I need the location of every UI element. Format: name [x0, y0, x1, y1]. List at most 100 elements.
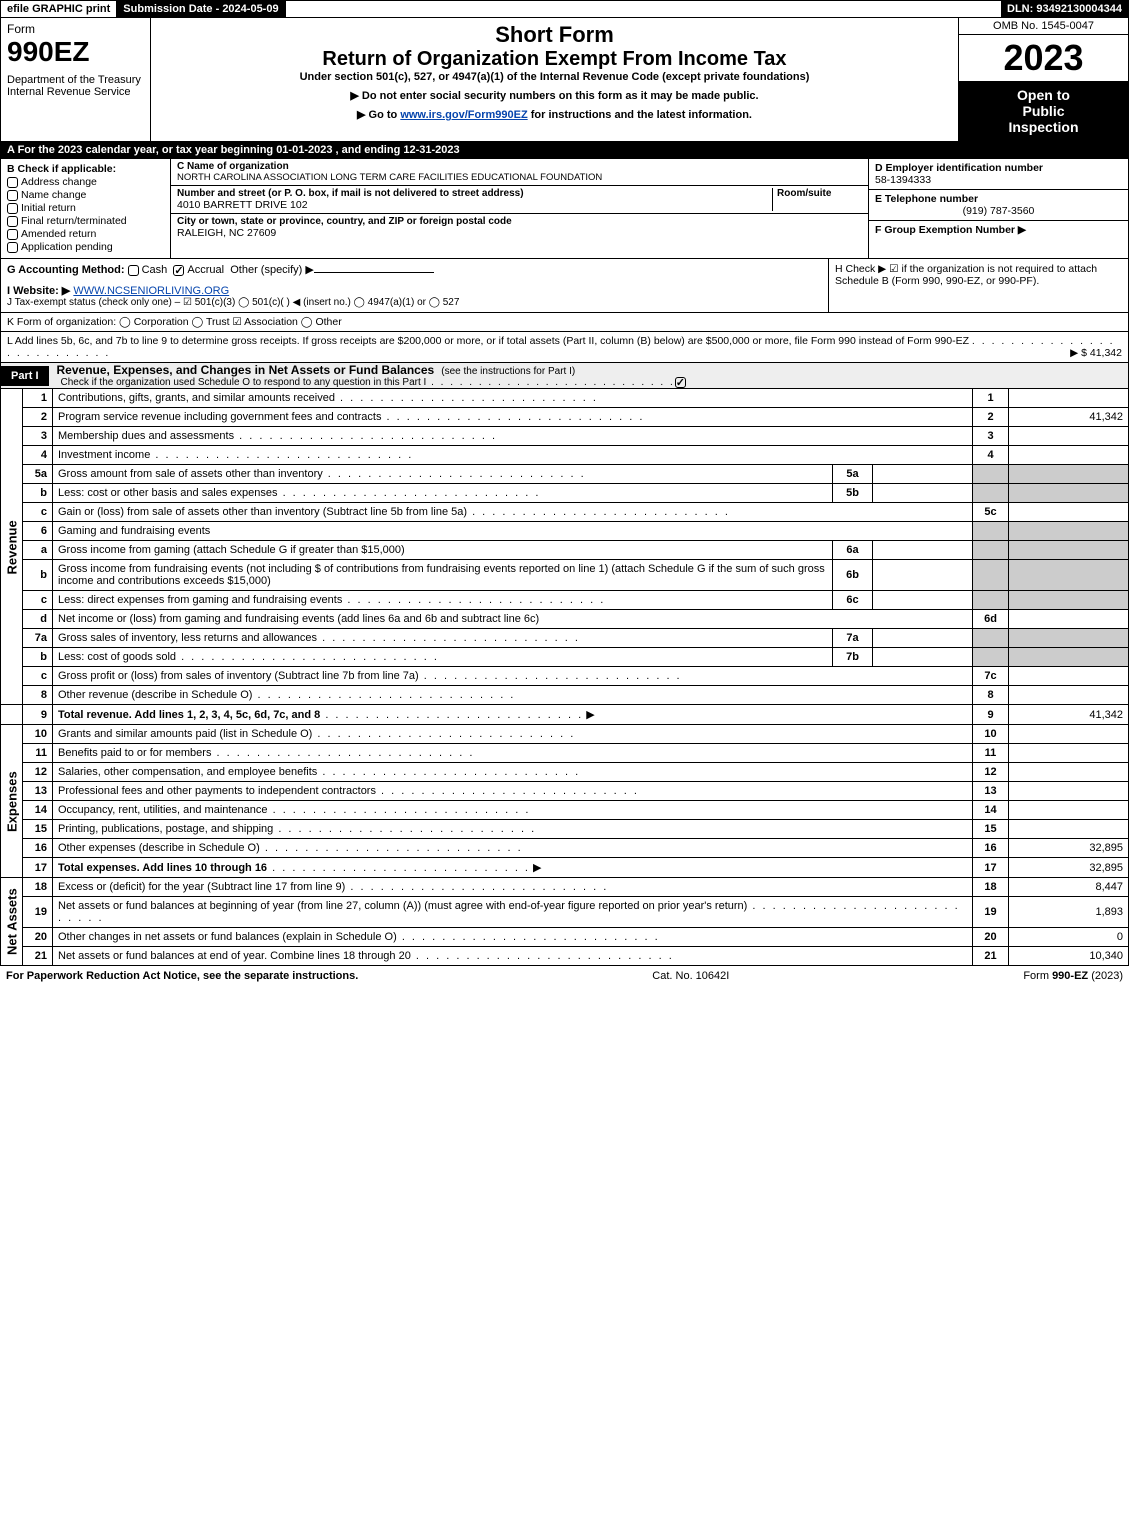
line-9-desc: Total revenue. Add lines 1, 2, 3, 4, 5c,…: [58, 709, 320, 721]
goto-link-line: ▶ Go to www.irs.gov/Form990EZ for instru…: [157, 108, 952, 121]
form-title: Return of Organization Exempt From Incom…: [157, 48, 952, 71]
line-11-desc: Benefits paid to or for members: [58, 747, 211, 759]
line-13-desc: Professional fees and other payments to …: [58, 785, 376, 797]
chk-address-change[interactable]: [7, 177, 18, 188]
dln: DLN: 93492130004344: [1001, 1, 1128, 17]
cat-no: Cat. No. 10642I: [358, 970, 1023, 982]
form-word: Form: [7, 22, 144, 36]
netassets-section-label: Net Assets: [1, 878, 23, 966]
line-19-amt: 1,893: [1009, 897, 1129, 928]
row-a-period: A For the 2023 calendar year, or tax yea…: [0, 142, 1129, 159]
line-2-num: 2: [23, 408, 53, 427]
line-10-desc: Grants and similar amounts paid (list in…: [58, 728, 312, 740]
chk-application-pending[interactable]: [7, 242, 18, 253]
part1-header: Part I Revenue, Expenses, and Changes in…: [0, 363, 1129, 389]
row-h: H Check ▶ ☑ if the organization is not r…: [828, 259, 1128, 312]
form-subtitle: Under section 501(c), 527, or 4947(a)(1)…: [157, 71, 952, 83]
phone-label: E Telephone number: [875, 193, 1122, 205]
line-5c-desc: Gain or (loss) from sale of assets other…: [58, 506, 467, 518]
line-8-desc: Other revenue (describe in Schedule O): [58, 689, 252, 701]
accounting-method-label: G Accounting Method:: [7, 264, 125, 276]
line-1-box: 1: [973, 389, 1009, 408]
expenses-section-label: Expenses: [1, 725, 23, 878]
ein-label: D Employer identification number: [875, 162, 1122, 174]
revenue-section-label: Revenue: [1, 389, 23, 705]
irs-link[interactable]: www.irs.gov/Form990EZ: [400, 109, 527, 121]
chk-final-return[interactable]: [7, 216, 18, 227]
line-7c-desc: Gross profit or (loss) from sales of inv…: [58, 670, 419, 682]
addr-label: Number and street (or P. O. box, if mail…: [177, 188, 772, 199]
part1-tag: Part I: [1, 366, 49, 386]
form-id-block: Form 990EZ Department of the Treasury In…: [1, 18, 151, 141]
part1-table: Revenue 1 Contributions, gifts, grants, …: [0, 389, 1129, 966]
form-header: Form 990EZ Department of the Treasury In…: [0, 18, 1129, 142]
short-form-label: Short Form: [157, 22, 952, 48]
line-1-amt: [1009, 389, 1129, 408]
room-label: Room/suite: [777, 188, 862, 199]
dept-treasury: Department of the Treasury: [7, 74, 144, 86]
paperwork-notice: For Paperwork Reduction Act Notice, see …: [6, 970, 358, 982]
city-label: City or town, state or province, country…: [177, 216, 862, 227]
line-6c-desc: Less: direct expenses from gaming and fu…: [58, 594, 342, 606]
irs-label: Internal Revenue Service: [7, 86, 144, 98]
org-name-label: C Name of organization: [177, 161, 862, 172]
submission-date: Submission Date - 2024-05-09: [117, 1, 285, 17]
line-6-desc: Gaming and fundraising events: [53, 522, 973, 541]
line-21-desc: Net assets or fund balances at end of ye…: [58, 950, 411, 962]
chk-initial-return[interactable]: [7, 203, 18, 214]
page-footer: For Paperwork Reduction Act Notice, see …: [0, 966, 1129, 986]
line-19-desc: Net assets or fund balances at beginning…: [58, 900, 747, 912]
chk-amended-return[interactable]: [7, 229, 18, 240]
addr-value: 4010 BARRETT DRIVE 102: [177, 199, 772, 211]
line-18-amt: 8,447: [1009, 878, 1129, 897]
box-b: B Check if applicable: Address change Na…: [1, 159, 171, 258]
chk-cash[interactable]: [128, 265, 139, 276]
top-bar: efile GRAPHIC print Submission Date - 20…: [0, 0, 1129, 18]
ssn-warning: ▶ Do not enter social security numbers o…: [157, 89, 952, 102]
chk-accrual[interactable]: [173, 265, 184, 276]
line-6d-desc: Net income or (loss) from gaming and fun…: [58, 613, 539, 625]
efile-label: efile GRAPHIC print: [1, 1, 117, 17]
part1-title: Revenue, Expenses, and Changes in Net As…: [57, 363, 435, 377]
line-12-desc: Salaries, other compensation, and employ…: [58, 766, 317, 778]
chk-name-change[interactable]: [7, 190, 18, 201]
line-20-amt: 0: [1009, 928, 1129, 947]
line-17-amt: 32,895: [1009, 858, 1129, 878]
form-year-block: OMB No. 1545-0047 2023 Open to Public In…: [958, 18, 1128, 141]
part1-subtitle: (see the instructions for Part I): [441, 366, 575, 377]
line-16-amt: 32,895: [1009, 839, 1129, 858]
row-l: L Add lines 5b, 6c, and 7b to line 9 to …: [0, 332, 1129, 363]
row-g-h: G Accounting Method: Cash Accrual Other …: [0, 259, 1129, 313]
line-21-amt: 10,340: [1009, 947, 1129, 966]
line-1-desc: Contributions, gifts, grants, and simila…: [58, 392, 335, 404]
line-2-desc: Program service revenue including govern…: [58, 411, 381, 423]
part1-checknote: Check if the organization used Schedule …: [61, 377, 692, 388]
box-b-title: B Check if applicable:: [7, 163, 116, 175]
line-17-desc: Total expenses. Add lines 10 through 16: [58, 862, 267, 874]
line-9-amt: 41,342: [1009, 705, 1129, 725]
line-4-desc: Investment income: [58, 449, 150, 461]
row-k: K Form of organization: ◯ Corporation ◯ …: [0, 313, 1129, 332]
line-5a-desc: Gross amount from sale of assets other t…: [58, 468, 323, 480]
line-20-desc: Other changes in net assets or fund bala…: [58, 931, 397, 943]
line-5b-desc: Less: cost or other basis and sales expe…: [58, 487, 278, 499]
website-link[interactable]: WWW.NCSENIORLIVING.ORG: [73, 285, 229, 297]
org-info-block: B Check if applicable: Address change Na…: [0, 159, 1129, 259]
row-g: G Accounting Method: Cash Accrual Other …: [1, 259, 828, 312]
line-18-desc: Excess or (deficit) for the year (Subtra…: [58, 881, 345, 893]
omb-number: OMB No. 1545-0047: [959, 18, 1128, 35]
row-l-text: L Add lines 5b, 6c, and 7b to line 9 to …: [7, 335, 969, 347]
city-value: RALEIGH, NC 27609: [177, 227, 862, 239]
box-c: C Name of organization NORTH CAROLINA AS…: [171, 159, 868, 258]
org-name: NORTH CAROLINA ASSOCIATION LONG TERM CAR…: [177, 172, 862, 183]
line-1-num: 1: [23, 389, 53, 408]
line-3-desc: Membership dues and assessments: [58, 430, 234, 442]
chk-schedule-o[interactable]: [675, 377, 686, 388]
line-15-desc: Printing, publications, postage, and shi…: [58, 823, 273, 835]
line-7a-desc: Gross sales of inventory, less returns a…: [58, 632, 317, 644]
ein-value: 58-1394333: [875, 174, 1122, 186]
open-public-inspection: Open to Public Inspection: [959, 81, 1128, 141]
form-code-footer: Form 990-EZ (2023): [1023, 970, 1123, 982]
other-specify-input[interactable]: [314, 272, 434, 273]
line-14-desc: Occupancy, rent, utilities, and maintena…: [58, 804, 268, 816]
